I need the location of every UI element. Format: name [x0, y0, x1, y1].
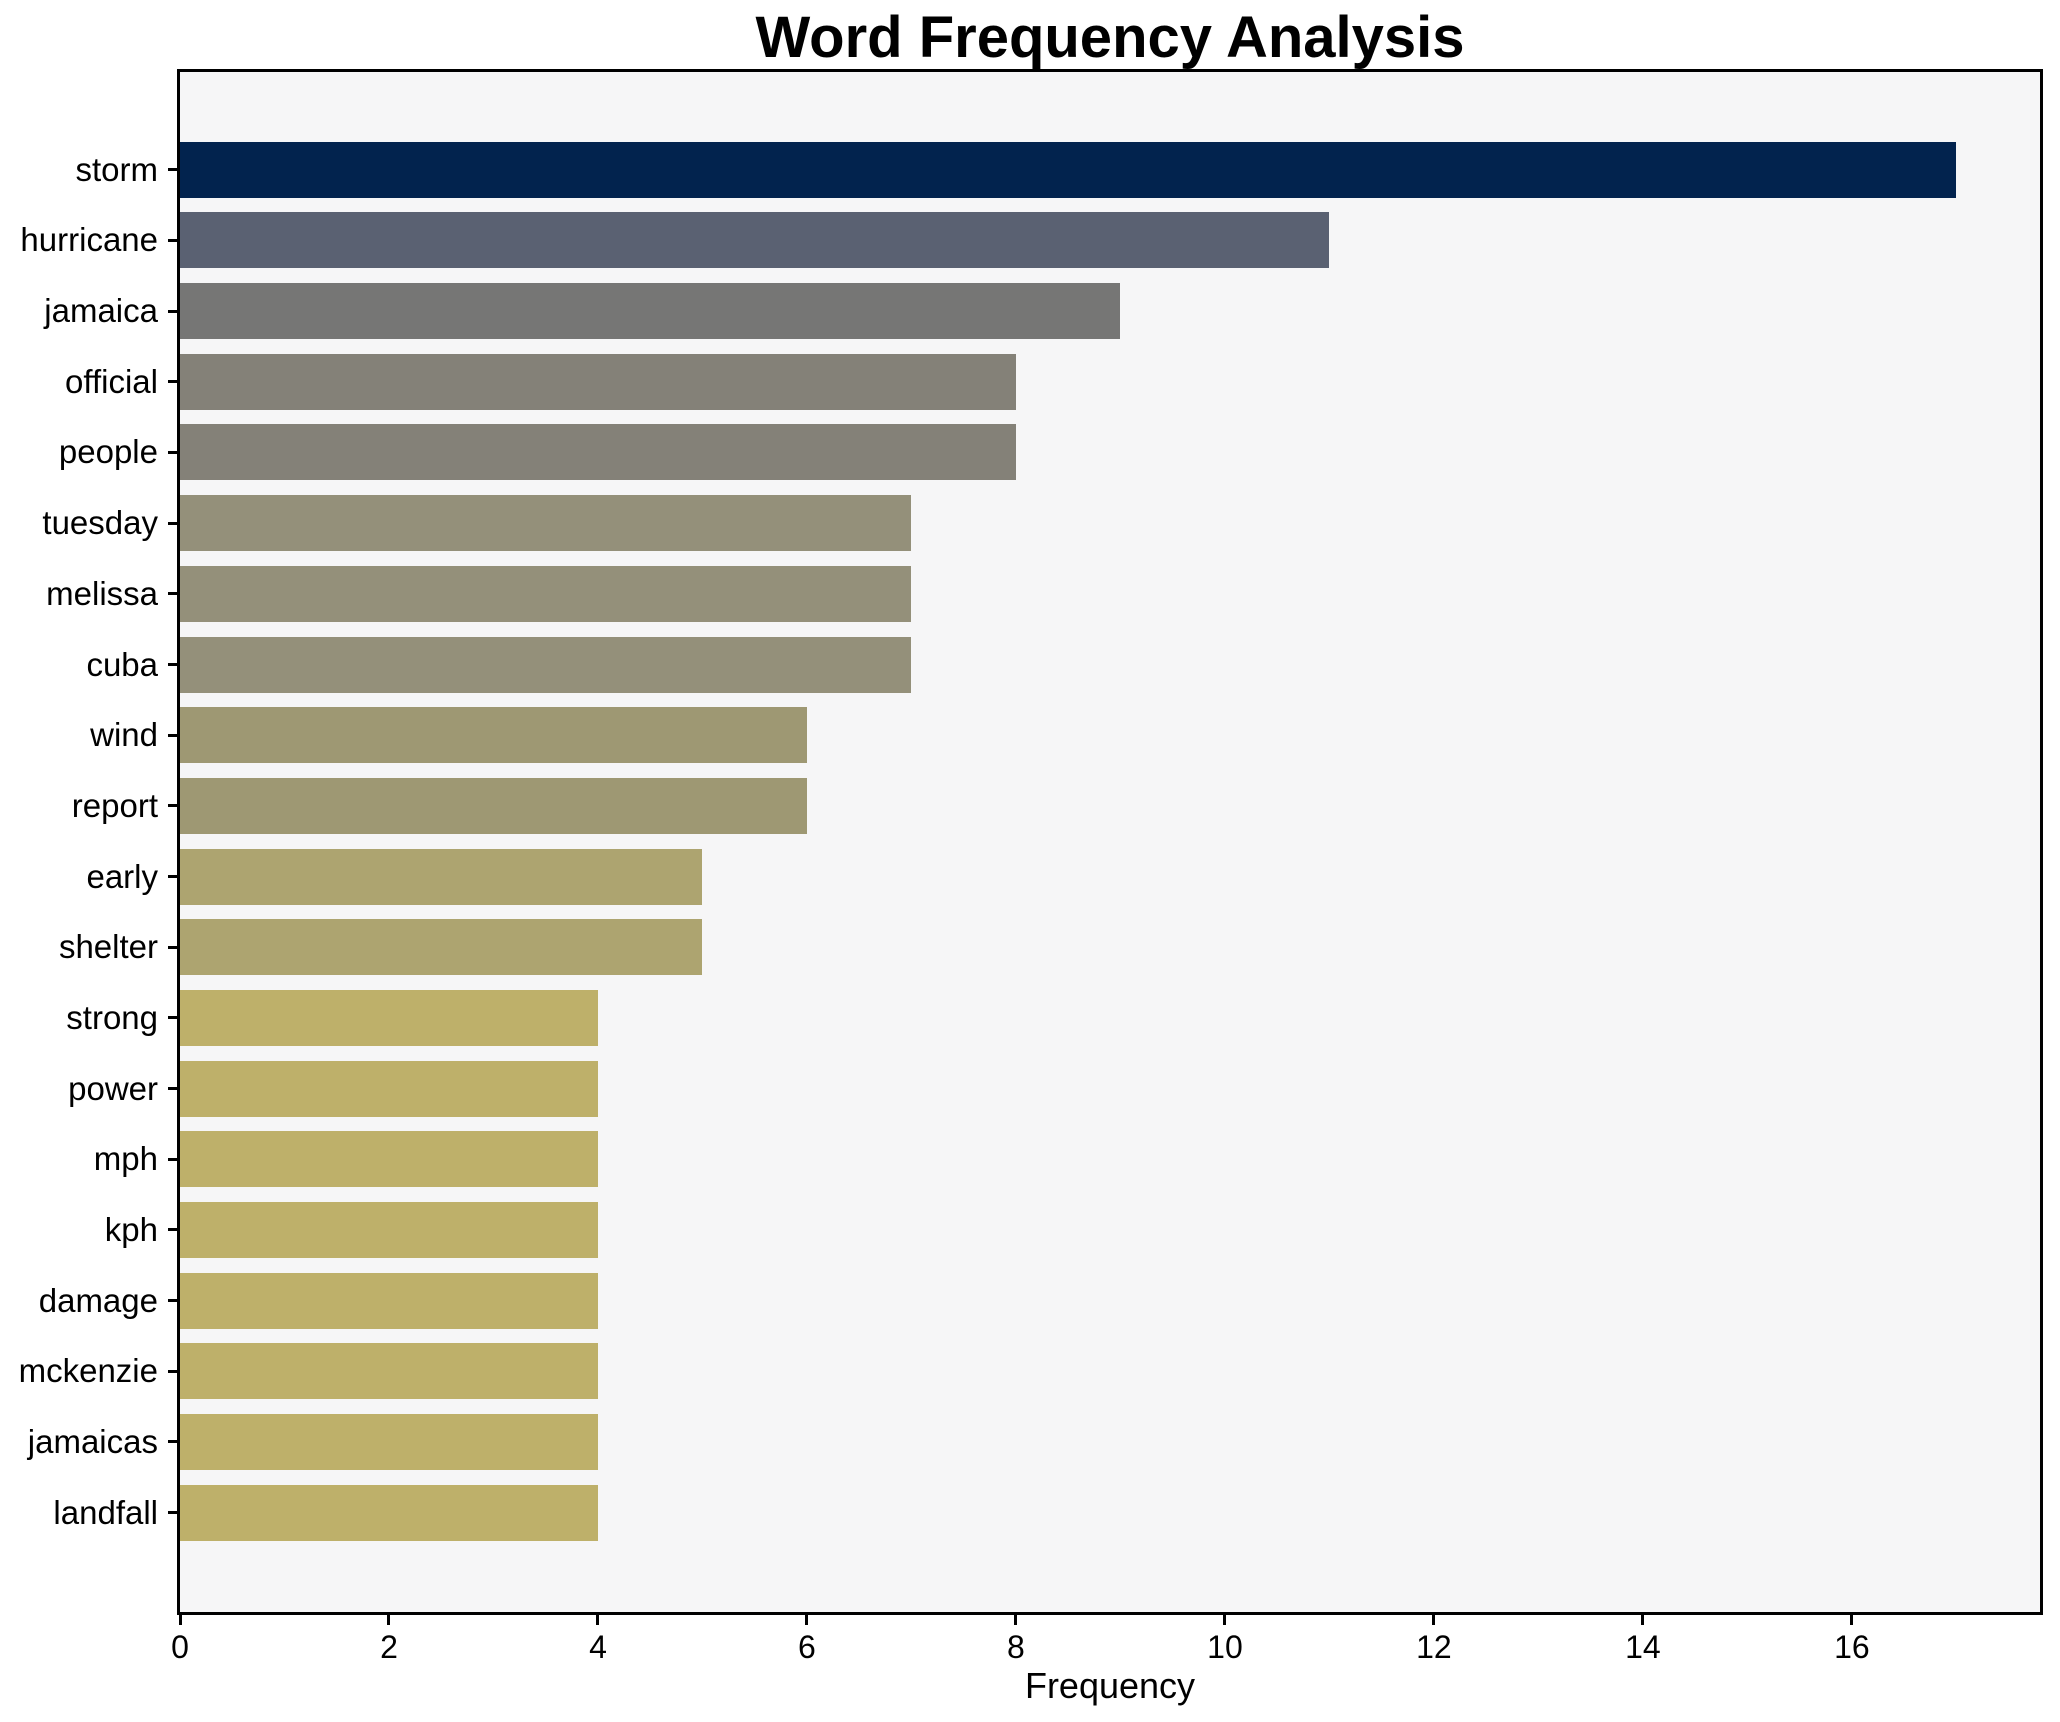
y-tick-wind — [168, 733, 180, 737]
bar-mckenzie — [180, 1343, 598, 1400]
y-label-wind: wind — [90, 716, 158, 754]
x-label-0: 0 — [171, 1629, 189, 1665]
x-label-8: 8 — [1007, 1629, 1025, 1665]
y-label-strong: strong — [66, 998, 158, 1036]
y-tick-shelter — [168, 945, 180, 949]
y-tick-storm — [168, 168, 180, 172]
y-tick-people — [168, 450, 180, 454]
x-label-4: 4 — [589, 1629, 607, 1665]
x-label-14: 14 — [1625, 1629, 1661, 1665]
bar-report — [180, 777, 807, 834]
x-label-10: 10 — [1207, 1629, 1243, 1665]
bar-jamaica — [180, 283, 1120, 340]
x-tick-6 — [805, 1612, 809, 1625]
bar-early — [180, 848, 702, 905]
y-tick-melissa — [168, 592, 180, 596]
x-tick-2 — [387, 1612, 391, 1625]
y-tick-cuba — [168, 663, 180, 666]
y-tick-landfall — [168, 1511, 180, 1515]
bar-mph — [180, 1131, 598, 1188]
chart-title: Word Frequency Analysis — [755, 5, 1465, 70]
y-label-kph: kph — [104, 1210, 158, 1248]
bar-storm — [180, 141, 1956, 198]
y-label-storm: storm — [75, 150, 159, 188]
x-tick-8 — [1014, 1612, 1018, 1625]
bar-kph — [180, 1201, 598, 1258]
x-tick-10 — [1223, 1612, 1227, 1625]
bar-official — [180, 353, 1016, 410]
y-tick-report — [168, 804, 180, 808]
y-label-landfall: landfall — [53, 1493, 158, 1531]
y-label-mckenzie: mckenzie — [18, 1352, 158, 1390]
y-label-hurricane: hurricane — [20, 221, 158, 259]
y-tick-hurricane — [168, 238, 180, 242]
x-label-12: 12 — [1416, 1629, 1452, 1665]
y-tick-kph — [168, 1228, 180, 1232]
y-label-cuba: cuba — [86, 645, 158, 683]
bar-cuba — [180, 636, 911, 693]
x-label-16: 16 — [1834, 1629, 1870, 1665]
x-label-6: 6 — [798, 1629, 816, 1665]
y-label-shelter: shelter — [58, 928, 158, 966]
y-label-jamaicas: jamaicas — [27, 1422, 158, 1460]
y-label-jamaica: jamaica — [44, 292, 158, 330]
x-tick-12 — [1432, 1612, 1436, 1625]
bar-people — [180, 424, 1016, 481]
y-tick-jamaicas — [168, 1440, 180, 1444]
bar-tuesday — [180, 495, 911, 552]
bar-strong — [180, 989, 598, 1046]
bars-layer — [180, 72, 2040, 1612]
y-label-power: power — [68, 1069, 158, 1107]
x-axis-title: Frequency — [1024, 1665, 1196, 1706]
bar-landfall — [180, 1484, 598, 1541]
y-tick-jamaica — [168, 309, 180, 313]
y-label-tuesday: tuesday — [42, 504, 158, 542]
x-tick-14 — [1641, 1612, 1645, 1625]
y-label-report: report — [71, 786, 158, 824]
bar-power — [180, 1060, 598, 1117]
y-tick-strong — [168, 1016, 180, 1020]
plot-area — [177, 69, 2043, 1615]
bar-hurricane — [180, 212, 1329, 269]
y-tick-power — [168, 1087, 180, 1091]
y-label-early: early — [86, 857, 158, 895]
x-label-2: 2 — [380, 1629, 398, 1665]
y-tick-mph — [168, 1157, 180, 1161]
y-label-official: official — [65, 362, 158, 400]
x-tick-0 — [178, 1612, 182, 1625]
bar-wind — [180, 707, 807, 764]
y-tick-mckenzie — [168, 1369, 180, 1373]
bar-melissa — [180, 565, 911, 622]
x-tick-16 — [1850, 1612, 1854, 1625]
y-label-melissa: melissa — [46, 574, 158, 612]
bar-damage — [180, 1272, 598, 1329]
y-tick-damage — [168, 1299, 180, 1303]
bar-shelter — [180, 919, 702, 976]
x-tick-4 — [596, 1612, 600, 1625]
y-tick-tuesday — [168, 521, 180, 525]
y-label-damage: damage — [38, 1281, 158, 1319]
y-label-mph: mph — [93, 1140, 158, 1178]
y-tick-early — [168, 875, 180, 879]
y-label-people: people — [58, 433, 158, 471]
y-tick-official — [168, 380, 180, 384]
bar-jamaicas — [180, 1413, 598, 1470]
